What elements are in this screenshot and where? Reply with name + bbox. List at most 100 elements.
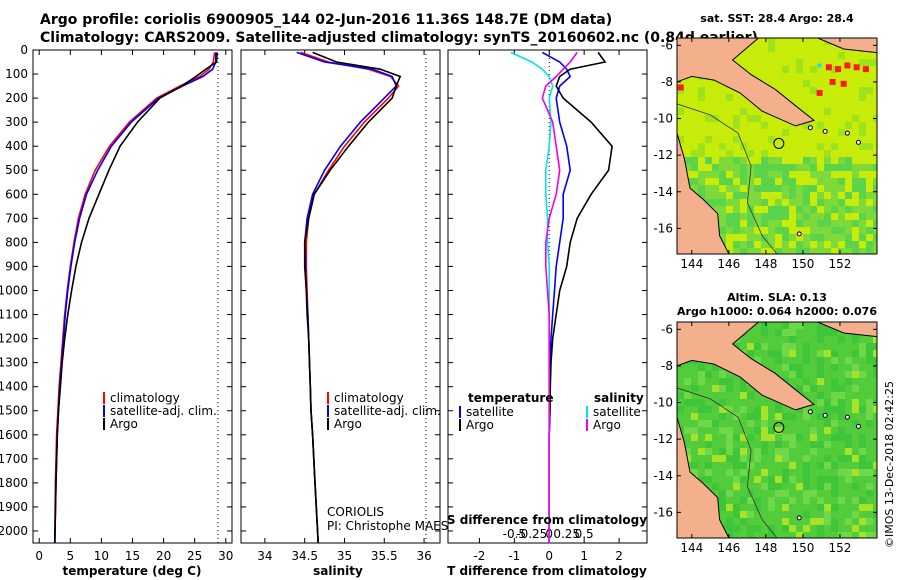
map-y-tick-label: -16 <box>653 221 673 235</box>
sea-cell <box>817 462 824 469</box>
sea-cell <box>810 206 817 213</box>
sea-cell <box>803 378 810 385</box>
sea-cell <box>831 185 838 192</box>
sea-cell <box>754 115 761 122</box>
sea-cell <box>782 227 789 234</box>
sea-cell <box>698 378 705 385</box>
sea-cell <box>824 227 831 234</box>
sea-cell <box>824 504 831 511</box>
sea-cell <box>761 441 768 448</box>
sea-cell <box>726 227 733 234</box>
sea-cell <box>838 392 845 399</box>
sea-cell <box>803 248 810 254</box>
sea-cell <box>761 427 768 434</box>
sea-cell <box>789 192 796 199</box>
sea-cell <box>838 129 845 136</box>
sea-cell <box>775 476 782 483</box>
argo-position-marker <box>773 421 785 433</box>
sea-cell <box>782 364 789 371</box>
sea-cell <box>810 164 817 171</box>
sea-cell <box>803 455 810 462</box>
legend-salinity-title: salinity <box>594 391 644 405</box>
sea-cell <box>789 350 796 357</box>
difference-legend: temperature satellite Argo salinity sate… <box>459 391 644 432</box>
sea-cell <box>824 199 831 206</box>
sea-cell <box>810 248 817 254</box>
sea-cell <box>775 490 782 497</box>
sea-cell <box>789 434 796 441</box>
sea-cell <box>733 164 740 171</box>
sea-cell <box>824 178 831 185</box>
sea-cell <box>803 406 810 413</box>
sea-cell <box>845 122 852 129</box>
depth-tick-label: 800 <box>5 235 28 249</box>
sea-cell <box>803 241 810 248</box>
sea-cell <box>747 199 754 206</box>
sea-cell <box>796 322 803 329</box>
sea-cell <box>705 441 712 448</box>
depth-tick-label: 300 <box>5 115 28 129</box>
sea-cell <box>782 504 789 511</box>
sea-cell <box>824 185 831 192</box>
island <box>796 515 802 521</box>
sea-cell <box>873 59 877 66</box>
sea-cell <box>712 385 719 392</box>
sea-cell <box>859 59 866 66</box>
depth-tick-label: 400 <box>5 139 28 153</box>
sea-cell <box>845 192 852 199</box>
sea-cell <box>782 343 789 350</box>
map-y-tick-label: -6 <box>661 322 673 336</box>
x-tick-label: 20 <box>156 549 171 563</box>
sea-cell <box>775 413 782 420</box>
sea-cell <box>698 171 705 178</box>
sea-cell <box>831 234 838 241</box>
sea-cell <box>768 136 775 143</box>
sea-cell <box>747 462 754 469</box>
sea-cell <box>740 213 747 220</box>
sea-cell <box>775 213 782 220</box>
sea-cell <box>768 434 775 441</box>
sea-cell <box>852 178 859 185</box>
x-tick-label: -1 <box>508 549 520 563</box>
sea-cell <box>873 213 877 220</box>
sea-cell <box>698 178 705 185</box>
sea-cell <box>838 406 845 413</box>
sea-cell <box>824 150 831 157</box>
sea-cell <box>761 413 768 420</box>
sea-cell <box>831 434 838 441</box>
sea-cell <box>782 518 789 525</box>
sea-cell <box>838 385 845 392</box>
sea-cell <box>740 164 747 171</box>
warm-pixel <box>862 66 869 73</box>
sea-cell <box>817 322 824 329</box>
sea-cell <box>726 385 733 392</box>
sea-cell <box>782 525 789 532</box>
sea-cell <box>761 329 768 336</box>
legend-argo: Argo <box>110 417 138 431</box>
sea-cell <box>852 371 859 378</box>
sea-cell <box>852 525 859 532</box>
sea-cell <box>859 185 866 192</box>
sea-cell <box>817 525 824 532</box>
sea-cell <box>768 476 775 483</box>
sea-cell <box>859 227 866 234</box>
sea-cell <box>866 248 873 254</box>
sea-cell <box>824 441 831 448</box>
sea-cell <box>733 504 740 511</box>
sea-cell <box>691 385 698 392</box>
sea-cell <box>831 504 838 511</box>
sea-cell <box>726 150 733 157</box>
sea-cell <box>754 427 761 434</box>
map-y-tick-label: -14 <box>653 469 673 483</box>
sea-cell <box>817 171 824 178</box>
sea-cell <box>698 406 705 413</box>
sea-cell <box>817 248 824 254</box>
map-x-tick-label: 152 <box>829 541 852 555</box>
sea-cell <box>726 525 733 532</box>
sea-cell <box>866 350 873 357</box>
sea-cell <box>845 357 852 364</box>
depth-tick-label: 900 <box>5 259 28 273</box>
legend-sal-satellite: satellite <box>593 405 641 419</box>
sea-cell <box>782 129 789 136</box>
sea-cell <box>873 406 877 413</box>
